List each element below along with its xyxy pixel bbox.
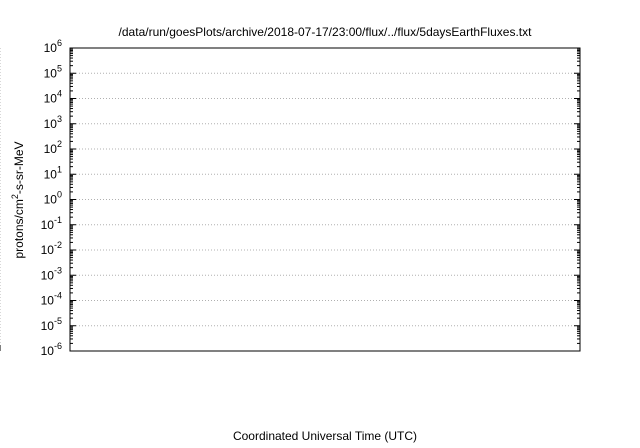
y-axis-label: protons/cm2-s-sr-MeV <box>10 141 26 258</box>
y-tick-label: 102 <box>44 139 62 156</box>
y-tick-label: 10-4 <box>41 291 62 308</box>
y-tick-label: 105 <box>44 63 62 80</box>
y-tick-label: 10-1 <box>41 215 62 232</box>
y-tick-label: 100 <box>44 190 62 207</box>
y-tick-label: 10-3 <box>41 265 62 282</box>
y-tick-label: 104 <box>44 89 62 106</box>
y-tick-label: 101 <box>44 164 62 181</box>
y-tick-label: 10-5 <box>41 316 62 333</box>
chart-title: /data/run/goesPlots/archive/2018-07-17/2… <box>119 25 533 39</box>
x-axis-label: Coordinated Universal Time (UTC) <box>233 429 417 443</box>
y-tick-label: 103 <box>44 114 62 131</box>
grid <box>0 47 580 352</box>
y-tick-labels: 10-6 10-5 10-4 10-3 10-2 10-1 100 101 102 103 104 1… <box>41 38 62 358</box>
y-tick-label: 106 <box>44 38 62 55</box>
y-tick-label: 10-2 <box>41 240 62 257</box>
y-tick-label: 10-6 <box>41 341 62 358</box>
plot-frame <box>69 47 581 352</box>
